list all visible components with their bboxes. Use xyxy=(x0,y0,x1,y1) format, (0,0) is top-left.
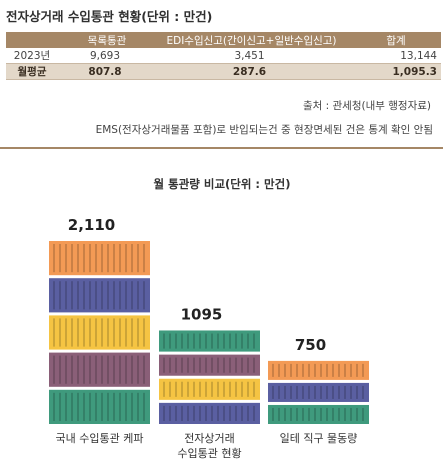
header-list-clearance: 목록통관 xyxy=(62,32,152,48)
container-ribs xyxy=(163,405,255,421)
bar-container-segment xyxy=(268,382,369,402)
chart-title: 월 통관량 비교(단위 : 만건) xyxy=(154,177,291,191)
bar-container-segment xyxy=(159,330,260,352)
bar-value-label: 750 xyxy=(295,336,326,354)
bar-container-segment xyxy=(159,402,260,424)
bar-container-segment xyxy=(268,360,369,380)
bar-value-label: 2,110 xyxy=(68,216,115,234)
table-row: 월평균 807.8 287.6 1,095.3 xyxy=(6,63,441,80)
row-label: 월평균 xyxy=(6,63,62,80)
container-ribs xyxy=(163,357,255,373)
header-empty xyxy=(6,32,62,48)
container-ribs xyxy=(53,281,145,310)
container-ribs xyxy=(53,318,145,347)
container-ribs xyxy=(53,355,145,384)
bar-container-segment xyxy=(49,315,150,350)
section-divider xyxy=(0,147,443,149)
bar-container-segment xyxy=(268,404,369,424)
bar-container-segment xyxy=(49,352,150,387)
table-cell: 9,693 xyxy=(62,48,152,64)
bar-container-segment xyxy=(49,241,150,276)
container-ribs xyxy=(53,244,145,273)
category-label: 국내 수입통관 케파 xyxy=(56,432,144,445)
bar-container-segment xyxy=(49,278,150,313)
row-label: 2023년 xyxy=(6,48,62,64)
header-total: 합계 xyxy=(351,32,441,48)
bar-container-segment xyxy=(159,378,260,400)
table-cell: 13,144 xyxy=(351,48,441,64)
header-edi: EDI수입신고(간이신고+일반수입신고) xyxy=(152,32,351,48)
container-ribs xyxy=(272,407,364,421)
footnote: EMS(전자상거래물품 포함)로 반입되는건 중 현장면세된 건은 통계 확인 … xyxy=(95,124,433,136)
category-label: 일테 직구 물동량 xyxy=(280,431,358,445)
container-ribs xyxy=(163,333,255,349)
container-ribs xyxy=(272,385,364,399)
category-label: 전자상거래 xyxy=(184,432,235,445)
table-title: 전자상거래 수입통관 현황(단위 : 만건) xyxy=(6,9,213,24)
container-ribs xyxy=(53,392,145,421)
table-row: 2023년 9,693 3,451 13,144 xyxy=(6,48,441,64)
source-note: 출처 : 관세청(내부 행정자료) xyxy=(302,100,431,112)
container-ribs xyxy=(272,363,364,377)
table-header-row: 목록통관 EDI수입신고(간이신고+일반수입신고) 합계 xyxy=(6,32,441,48)
bar-container-segment xyxy=(159,354,260,376)
category-label: 수입통관 현황 xyxy=(177,447,241,460)
bar-value-label: 1095 xyxy=(181,305,223,323)
table-cell: 1,095.3 xyxy=(351,63,441,80)
table-cell: 287.6 xyxy=(152,63,351,80)
stats-table: 목록통관 EDI수입신고(간이신고+일반수입신고) 합계 2023년 9,693… xyxy=(6,32,441,80)
table-cell: 3,451 xyxy=(152,48,351,64)
bar-container-segment xyxy=(49,389,150,424)
table-cell: 807.8 xyxy=(62,63,152,80)
container-ribs xyxy=(163,381,255,397)
